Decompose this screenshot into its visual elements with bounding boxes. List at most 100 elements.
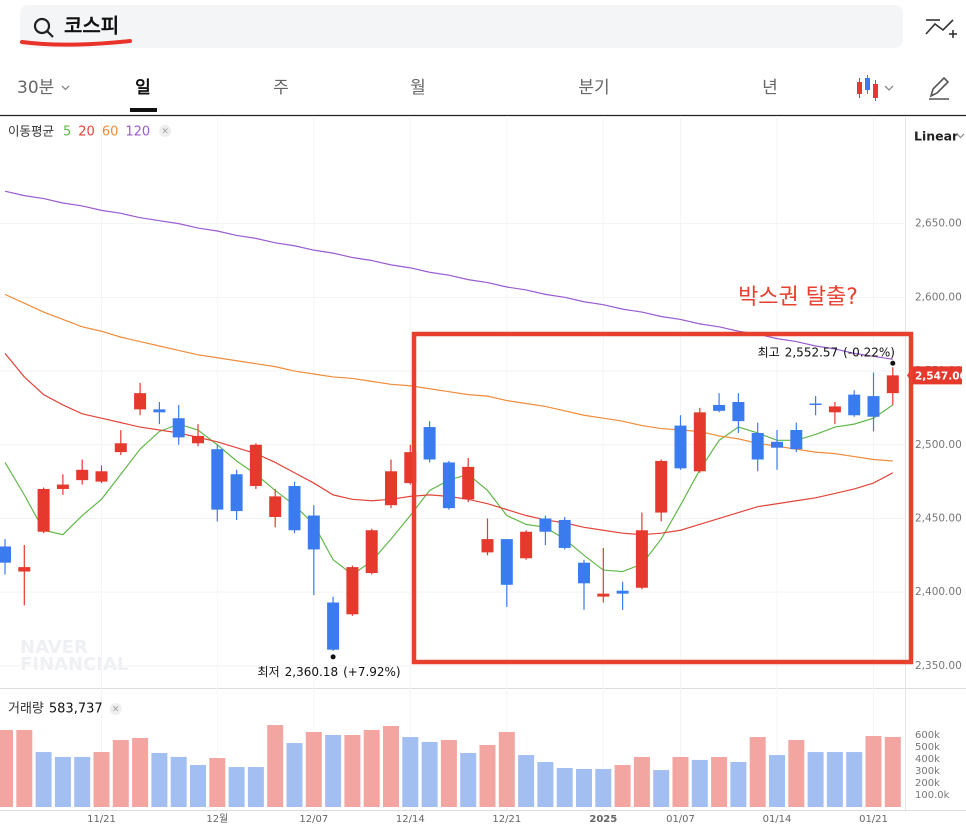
- candle-body: [76, 469, 89, 481]
- volume-bar: [846, 752, 863, 807]
- y-tick-label: 2,650.00: [915, 218, 962, 230]
- tab[interactable]: 주: [273, 78, 289, 98]
- legend-entry[interactable]: 5: [63, 125, 71, 140]
- candle-body: [95, 471, 108, 482]
- candle-body: [153, 409, 166, 413]
- volume-bar: [556, 768, 573, 807]
- candle-body: [828, 406, 841, 413]
- candle-body: [37, 488, 50, 532]
- candle-body: [365, 530, 378, 574]
- tab[interactable]: 분기: [578, 78, 609, 98]
- candle-body: [500, 539, 513, 585]
- volume-bar: [788, 740, 805, 807]
- candle-body: [230, 474, 243, 512]
- search-box[interactable]: [20, 5, 903, 48]
- y-tick-label: 2,450.00: [915, 512, 962, 524]
- search-query[interactable]: 코스피: [64, 14, 119, 38]
- search-icon: [33, 17, 54, 38]
- price-tag-label: 2,547.06: [915, 370, 966, 382]
- candle-body: [134, 393, 147, 410]
- y-tick-label: 2,600.00: [915, 291, 962, 303]
- volume-bar: [305, 732, 322, 807]
- draw-icon[interactable]: [929, 76, 950, 100]
- low-label-part: (+7.92%): [343, 664, 401, 678]
- dropdown-chevron: [61, 85, 70, 91]
- x-tick-label: 11/21: [87, 814, 116, 825]
- tab[interactable]: 년: [762, 78, 778, 98]
- volume-tick-label: 600k: [915, 730, 940, 741]
- candle-body: [269, 496, 282, 517]
- candle-body: [462, 466, 475, 500]
- candle-body: [192, 435, 204, 444]
- candle-body: [616, 590, 629, 594]
- price-tag: [907, 366, 962, 385]
- candle-body: [886, 375, 899, 394]
- volume-bar: [691, 759, 708, 807]
- high-label-part: (-0.22%): [843, 345, 895, 359]
- candle-body: [597, 593, 610, 597]
- legend-title: 이동평균: [8, 124, 54, 139]
- y-tick-label: 2,400.00: [915, 586, 962, 598]
- volume-bar: [653, 770, 670, 807]
- chart-type-icon[interactable]: [857, 75, 894, 101]
- volume-bar: [807, 752, 824, 807]
- volume-value: 583,737: [49, 702, 103, 717]
- volume-bar: [93, 752, 110, 807]
- volume-bar: [537, 762, 554, 807]
- candle-body: [867, 396, 880, 417]
- legend-entry[interactable]: 60: [102, 125, 119, 140]
- volume-bar: [749, 737, 766, 807]
- candle-body: [655, 460, 668, 513]
- candle-body: [18, 567, 31, 572]
- high-marker: [890, 360, 896, 366]
- volume-bar: [190, 765, 206, 807]
- legend-entry[interactable]: 20: [78, 125, 95, 140]
- moving-average-line: [4, 293, 893, 462]
- volume-bar: [402, 737, 419, 807]
- volume-bar: [151, 753, 168, 807]
- candle-body: [771, 441, 783, 448]
- x-tick-label: 01/07: [666, 814, 695, 825]
- low-label: 최저 2,360.18 (+7.92%): [258, 664, 401, 678]
- volume-bar: [614, 765, 631, 807]
- compare-icon[interactable]: [925, 19, 957, 38]
- volume-bar: [826, 752, 843, 807]
- volume-bar: [267, 725, 284, 807]
- legend-entry[interactable]: 120: [125, 125, 150, 140]
- x-tick-label: 01/21: [859, 814, 888, 825]
- volume-bar: [865, 735, 882, 807]
- volume-bar: [383, 726, 399, 807]
- annotation: 박스권 탈출?: [738, 285, 858, 310]
- legend-close[interactable]: [109, 703, 122, 715]
- volume-tick-label: 400k: [915, 754, 940, 765]
- volume-bar: [576, 768, 592, 807]
- volume-bar: [74, 756, 91, 807]
- volume-bar: [247, 767, 264, 807]
- watermark: FINANCIAL: [20, 654, 128, 675]
- candle-body: [558, 519, 571, 548]
- candle-body: [674, 425, 687, 469]
- volume-bar: [440, 740, 457, 807]
- candle-body: [288, 486, 301, 531]
- scale-mode[interactable]: Linear: [914, 129, 959, 144]
- volume-bar: [711, 756, 728, 807]
- tab[interactable]: 30분: [17, 78, 54, 98]
- volume-bar: [209, 758, 226, 807]
- volume-bar: [325, 735, 342, 807]
- volume-bar: [633, 756, 650, 807]
- tab[interactable]: 월: [410, 78, 426, 98]
- candle-body: [732, 402, 745, 422]
- volume-bar: [672, 756, 689, 807]
- tab[interactable]: 일: [135, 78, 151, 98]
- volume-bar: [16, 729, 33, 807]
- candle-body: [693, 412, 706, 472]
- candle-body: [172, 418, 185, 438]
- watermark: NAVER: [20, 637, 88, 658]
- legend-close[interactable]: [159, 125, 172, 137]
- candle-body: [809, 403, 822, 405]
- candle-body: [520, 531, 533, 559]
- volume-bar: [518, 755, 535, 807]
- volume-bar: [421, 741, 438, 807]
- volume-tick-label: 200k: [915, 778, 940, 789]
